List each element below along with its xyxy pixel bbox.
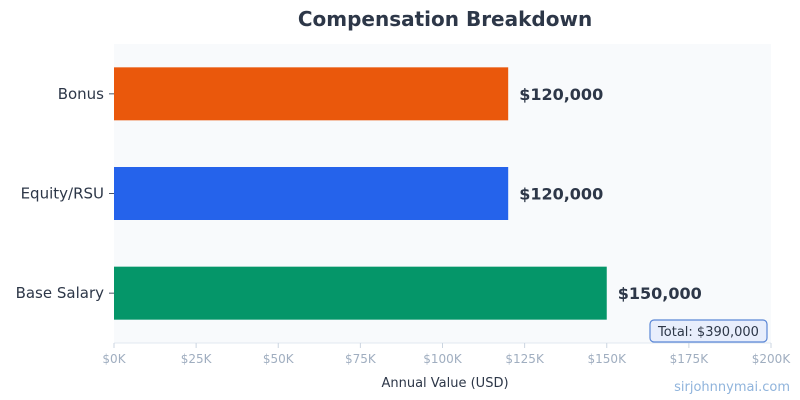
bar-bonus (114, 67, 509, 121)
bar-base-salary (114, 266, 607, 320)
total-annotation-box (649, 319, 768, 343)
y-tick-label: Base Salary (16, 284, 105, 302)
x-axis-title: Annual Value (USD) (381, 376, 508, 391)
x-tick-label: $100K (423, 352, 463, 366)
total-annotation: Total: $390,000 (649, 319, 768, 343)
x-tick-label: $175K (670, 352, 710, 366)
bar-value-label: $150,000 (618, 284, 702, 303)
x-tick-label: $150K (588, 352, 628, 366)
x-tick-label: $200K (752, 352, 792, 366)
bar-equity-rsu (114, 167, 509, 220)
x-tick-label: $25K (181, 352, 213, 366)
y-tick-label: Bonus (58, 85, 104, 103)
x-tick-label: $75K (345, 352, 377, 366)
total-annotation-text: Total: $390,000 (657, 325, 759, 340)
x-tick-label: $0K (102, 352, 126, 366)
bar-value-label: $120,000 (519, 85, 603, 104)
watermark: sirjohnnymai.com (674, 380, 790, 395)
x-tick-label: $50K (263, 352, 295, 366)
bar-value-label: $120,000 (519, 185, 603, 204)
bars-layer: Bonus $120,000 Equity/RSU $120,000 Base Sala… (16, 67, 702, 320)
chart-title: Compensation Breakdown (298, 7, 592, 31)
x-axis: $0K $25K $50K $75K $100K $125K $150K $175K $200K (102, 342, 792, 366)
x-tick-label: $125K (505, 352, 545, 366)
y-tick-label: Equity/RSU (21, 185, 104, 203)
